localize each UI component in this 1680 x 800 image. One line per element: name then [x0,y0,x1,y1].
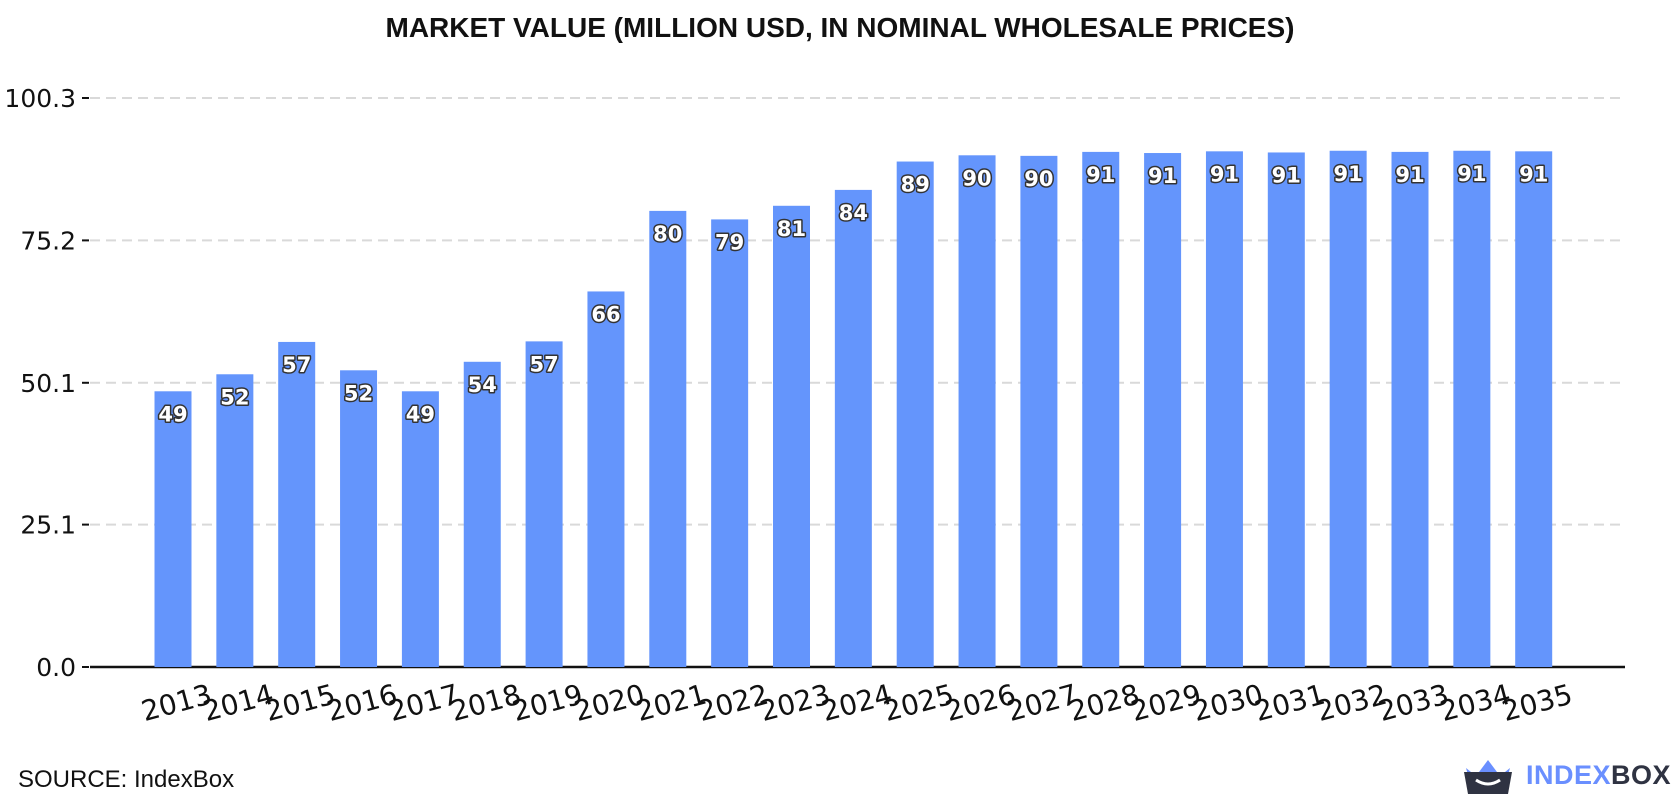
bar-2026 [958,155,996,667]
bar-2017 [401,391,439,667]
y-tick-label: 0.0 [36,653,76,682]
data-label-2022: 79 [715,230,744,254]
bar-2015 [278,341,316,667]
chart-title: MARKET VALUE (MILLION USD, IN NOMINAL WH… [385,12,1295,43]
bar-2028 [1082,151,1120,668]
data-label-2027: 90 [1024,167,1053,191]
data-label-2026: 90 [962,166,991,190]
data-label-2017: 49 [406,402,435,426]
bar-chart: 0.025.150.175.2100.320132014201520162017… [4,84,1625,728]
bar-2023 [773,205,810,668]
bar-2033 [1391,151,1429,668]
bar-2035 [1515,151,1553,667]
data-label-2014: 52 [220,385,249,409]
bar-2021 [649,210,687,667]
bar-2019 [525,341,563,667]
bar-2020 [587,291,625,667]
data-label-2029: 91 [1148,164,1177,188]
bar-2031 [1267,152,1305,667]
data-label-2028: 91 [1086,163,1115,187]
source-note: SOURCE: IndexBox [18,766,235,793]
data-label-2019: 57 [529,352,558,376]
data-label-2033: 91 [1395,163,1424,187]
y-tick-label: 25.1 [20,511,76,540]
data-label-2032: 91 [1334,162,1363,186]
crown-box-icon [1464,760,1512,794]
bar-2016 [340,370,378,667]
bar-2014 [216,374,254,667]
bar-2024 [834,189,872,668]
data-labels: 49 52 57 52 49 54 57 66 80 79 81 84 89 90 90 91 91 91 91 91… [157,160,1550,428]
x-tick-label-2035: 2035 [1499,678,1576,728]
brand-wordmark: INDEXBOX [1526,760,1672,790]
bar-2029 [1144,153,1182,667]
data-label-2018: 54 [468,373,497,397]
data-label-2015: 57 [282,353,311,377]
data-label-2034: 91 [1457,162,1486,186]
data-label-2020: 66 [591,302,620,326]
data-label-2013: 49 [158,402,187,426]
bars [154,150,1553,668]
y-tick-label: 50.1 [20,369,76,398]
bar-2018 [463,361,501,667]
bar-2030 [1205,151,1243,667]
bar-2027 [1020,155,1058,667]
bar-2025 [896,161,934,667]
data-label-2023: 81 [777,217,806,241]
data-label-2016: 52 [344,381,373,405]
bar-2013 [154,391,192,667]
y-tick-label: 100.3 [4,84,76,113]
bar-2032 [1329,150,1367,667]
y-tick-label: 75.2 [20,226,76,255]
data-label-2030: 91 [1210,162,1239,186]
data-label-2031: 91 [1272,163,1301,187]
bar-2034 [1453,150,1491,667]
indexbox-logo[interactable]: INDEXBOX [1462,756,1672,796]
data-label-2021: 80 [653,222,682,246]
data-label-2035: 91 [1519,162,1548,186]
data-label-2025: 89 [901,173,930,197]
data-label-2024: 84 [839,201,868,225]
bar-2022 [711,219,749,667]
